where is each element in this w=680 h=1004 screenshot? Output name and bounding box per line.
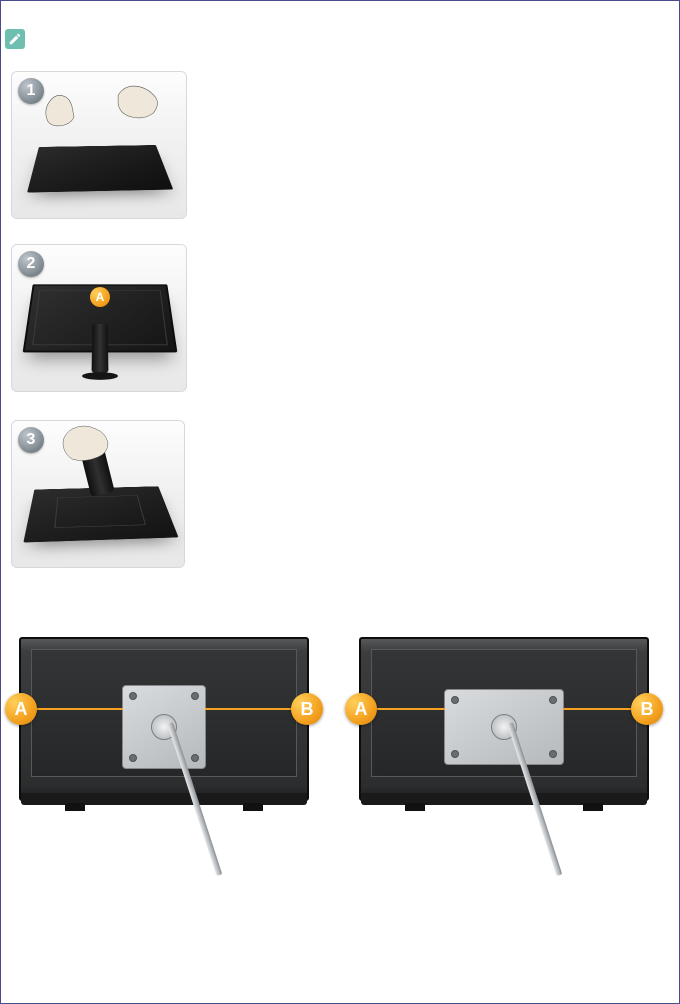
label-a: A <box>5 693 37 725</box>
label-a-badge: A <box>90 287 110 307</box>
label-a: A <box>345 693 377 725</box>
tv-rear-panel <box>19 637 309 801</box>
label-b-line <box>205 708 291 710</box>
mount-bracket-square <box>122 685 206 769</box>
hand-left-icon <box>40 88 86 132</box>
wall-mount-diagram-left: A B <box>19 637 309 801</box>
wall-mount-diagram-right: A B <box>359 637 649 801</box>
hand-icon <box>58 423 114 463</box>
note-icon <box>5 29 25 49</box>
step-number-badge: 1 <box>18 78 44 104</box>
hand-right-icon <box>112 82 164 124</box>
assembly-step-1: 1 <box>11 71 187 219</box>
label-b: B <box>291 693 323 725</box>
assembly-step-3: 3 <box>11 420 185 568</box>
monitor-face-down <box>27 145 173 193</box>
monitor-face-down-rear <box>23 486 178 542</box>
label-b: B <box>631 693 663 725</box>
stand-foot <box>82 372 118 380</box>
label-a-line <box>377 708 445 710</box>
label-a-line <box>37 708 123 710</box>
assembly-step-2: 2 A <box>11 244 187 392</box>
step-number-badge: 3 <box>18 427 44 453</box>
mount-bracket-wide <box>444 689 564 765</box>
step-number-badge: 2 <box>18 251 44 277</box>
stand-neck <box>92 324 109 373</box>
tv-rear-panel <box>359 637 649 801</box>
label-b-line <box>563 708 631 710</box>
